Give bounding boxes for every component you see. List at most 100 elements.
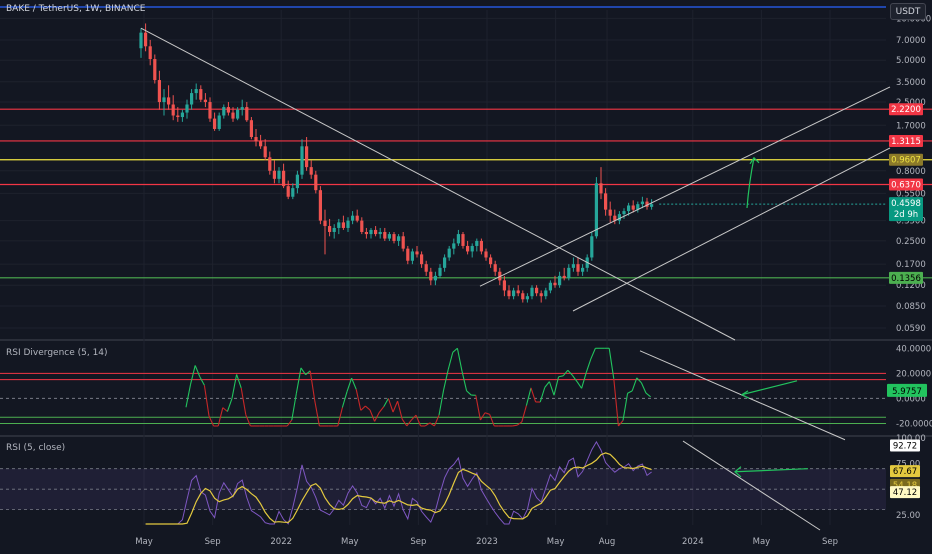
candle-body <box>264 146 267 157</box>
divergence-segment <box>356 389 361 410</box>
candle-body <box>282 171 285 186</box>
price-badge-text: 0.4598 <box>891 199 921 209</box>
candle-body <box>351 216 354 221</box>
price-badge-text: 2.2200 <box>891 105 921 115</box>
candle-body <box>277 171 280 179</box>
candle-body <box>576 264 579 272</box>
candle-body <box>558 276 561 285</box>
time-tick-label: 2024 <box>682 537 704 547</box>
divergence-segment <box>577 382 582 389</box>
candle-body <box>333 228 336 232</box>
price-tick-label: 0.0590 <box>896 324 926 334</box>
candle-body <box>208 102 211 119</box>
divergence-tick-label: -20.0000 <box>896 419 932 429</box>
time-tick-label: Sep <box>410 537 426 547</box>
time-tick-label: May <box>135 537 153 547</box>
candle-body <box>503 280 506 290</box>
candle-body <box>494 264 497 272</box>
candlestick-series <box>139 23 653 302</box>
divergence-segment <box>559 376 564 377</box>
divergence-segment <box>646 393 651 397</box>
divergence-segment <box>457 348 462 371</box>
divergence-segment <box>637 378 642 383</box>
time-tick-label: Sep <box>822 537 838 547</box>
divergence-segment <box>485 413 490 415</box>
candle-body <box>425 264 428 272</box>
candle-body <box>162 97 165 102</box>
candle-body <box>512 290 515 296</box>
candle-body <box>236 110 239 119</box>
candle-body <box>222 107 225 115</box>
candle-body <box>176 116 179 118</box>
candle-body <box>415 251 418 254</box>
divergence-segment <box>204 385 209 416</box>
divergence-segment <box>476 395 481 420</box>
divergence-segment <box>310 371 315 401</box>
divergence-segment <box>462 371 467 391</box>
grid-lines <box>0 7 932 525</box>
divergence-segment <box>540 387 545 402</box>
divergence-segment <box>227 398 232 411</box>
divergence-segment <box>191 365 196 384</box>
candle-body <box>273 171 276 179</box>
candle-body <box>250 120 253 137</box>
rsi-title: RSI (5, close) <box>6 443 65 453</box>
divergence-segment <box>522 406 527 422</box>
candle-body <box>158 80 161 102</box>
divergence-tick-label: 40.0000 <box>896 344 931 354</box>
candle-body <box>448 249 451 258</box>
candle-body <box>402 236 405 248</box>
price-tick-label: 5.0000 <box>896 56 926 66</box>
candle-body <box>622 211 625 214</box>
candle-body <box>466 246 469 251</box>
divergence-segment <box>545 382 550 388</box>
divergence-segment <box>342 392 347 408</box>
candle-body <box>172 105 175 116</box>
candle-body <box>475 241 478 246</box>
candle-body <box>379 232 382 234</box>
divergence-segment <box>614 379 619 426</box>
time-tick-label: 2023 <box>476 537 498 547</box>
candle-body <box>650 204 653 207</box>
candle-body <box>319 190 322 220</box>
candle-body <box>641 202 644 205</box>
candle-body <box>305 146 308 167</box>
rsi-value-text: 92.72 <box>893 441 917 451</box>
candle-body <box>397 236 400 241</box>
candle-body <box>471 246 474 251</box>
divergence-segment <box>246 415 251 426</box>
candle-body <box>632 205 635 209</box>
divergence-segment <box>232 374 237 398</box>
rsi-value-text: 47.12 <box>893 488 917 498</box>
divergence-segment <box>388 398 393 412</box>
candle-body <box>204 100 207 102</box>
candle-body <box>365 232 368 234</box>
divergence-segment <box>296 368 301 393</box>
candle-body <box>190 93 193 104</box>
divergence-segment <box>292 393 297 420</box>
candle-body <box>461 234 464 246</box>
candle-body <box>627 205 630 211</box>
divergence-segment <box>628 391 633 393</box>
candle-body <box>411 251 414 260</box>
candle-body <box>259 141 262 146</box>
divergence-segment <box>609 348 614 379</box>
candle-body <box>581 268 584 272</box>
divergence-segment <box>223 408 228 412</box>
symbol-title: BAKE / TetherUS, 1W, BINANCE <box>6 4 145 14</box>
candle-body <box>530 288 533 296</box>
divergence-arrow <box>742 381 797 395</box>
candle-body <box>489 257 492 264</box>
candle-body <box>323 221 326 226</box>
price-badge-text: 1.3115 <box>891 137 921 147</box>
divergence-segment <box>526 388 531 406</box>
candle-body <box>452 243 455 248</box>
currency-button[interactable]: USDT <box>890 3 926 20</box>
divergence-segment <box>379 407 384 413</box>
candle-body <box>549 283 552 291</box>
rsi-divergence-panel <box>0 348 886 439</box>
time-tick-label: May <box>547 537 565 547</box>
candle-body <box>360 221 363 232</box>
